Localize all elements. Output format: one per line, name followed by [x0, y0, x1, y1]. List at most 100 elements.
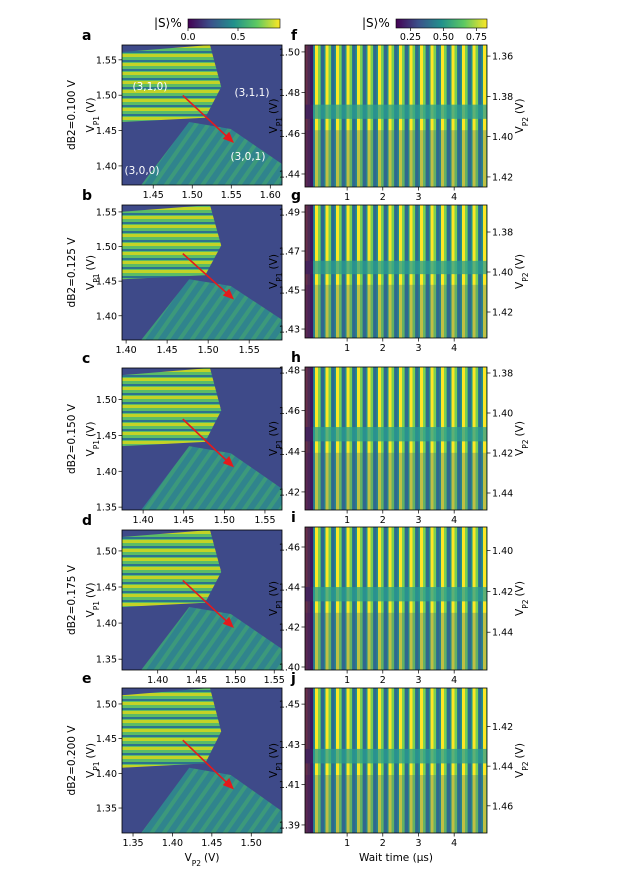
y-tick-label: 1.40	[96, 619, 117, 630]
y-axis-label: VP1 (V)	[268, 743, 284, 778]
y2-axis-label: VP2 (V)	[514, 99, 530, 134]
heatmap-panel	[122, 368, 282, 510]
label-unit: (V)	[85, 583, 97, 598]
heatmap-panel	[122, 688, 282, 833]
panel-label: a	[82, 28, 91, 44]
axes-frame	[304, 44, 488, 188]
y2-tick-label: 1.40	[492, 268, 513, 279]
y2-tick-label: 1.38	[492, 92, 513, 103]
y-tick-label: 1.40	[96, 311, 117, 322]
y-tick-label: 1.40	[96, 467, 117, 478]
label-symbol: V	[268, 125, 280, 133]
y-axis-label: VP1 (V)	[85, 743, 101, 778]
arrow-head	[222, 288, 234, 300]
y-axis-label: VP1 (V)	[268, 581, 284, 616]
y-tick-label: 1.46	[279, 543, 300, 554]
y2-axis-label: VP2 (V)	[514, 254, 530, 289]
x-tick-label: 1.40	[116, 345, 137, 356]
condition-label: dB2=0.100 V	[66, 79, 78, 150]
panel-label: d	[82, 513, 92, 529]
label-unit: (V)	[268, 99, 280, 114]
x-tick-label: 1.50	[198, 345, 219, 356]
x-tick-label: 1.60	[260, 190, 281, 201]
axes-frame	[121, 687, 283, 834]
heatmap-region	[122, 45, 222, 122]
label-symbol: V	[185, 852, 193, 864]
colorbar-label: |S⟩%	[154, 16, 182, 30]
y2-tick-label: 1.44	[492, 628, 513, 639]
y-tick-label: 1.35	[96, 804, 117, 815]
panel-label: j	[290, 671, 296, 687]
y2-tick-label: 1.36	[492, 52, 513, 63]
y-tick-label: 1.40	[96, 161, 117, 172]
x-tick-label: 2	[380, 343, 386, 354]
label-symbol: V	[85, 770, 97, 778]
x-tick-label: 2	[380, 515, 386, 526]
x-tick-label: 4	[451, 343, 457, 354]
y-tick-label: 1.45	[96, 583, 117, 594]
label-subscript: P1	[92, 440, 101, 450]
arrow	[182, 94, 232, 141]
axes-frame	[304, 366, 488, 511]
y-tick-label: 1.41	[279, 780, 300, 791]
x-tick-label: 1.40	[147, 675, 168, 686]
y-tick-label: 1.55	[96, 207, 117, 218]
label-subscript: P2	[521, 761, 530, 771]
arrow	[182, 418, 232, 466]
arrow	[182, 253, 232, 298]
colorbar	[187, 18, 281, 29]
x-tick-label: 1.55	[254, 515, 275, 526]
y2-tick-label: 1.42	[492, 449, 513, 460]
colorbar-tick-label: 0.25	[400, 32, 421, 43]
y2-tick-label: 1.46	[492, 801, 513, 812]
label-subscript: P2	[521, 117, 530, 127]
label-symbol: V	[85, 124, 97, 132]
x-tick-label: 2	[380, 838, 386, 849]
label-symbol: V	[514, 448, 526, 456]
heatmap-band	[305, 260, 487, 275]
y-tick-label: 1.45	[96, 431, 117, 442]
label-unit: (V)	[268, 254, 280, 269]
y-tick-label: 1.45	[96, 734, 117, 745]
label-subscript: P1	[275, 439, 284, 449]
x-tick-label: 2	[380, 675, 386, 686]
heatmap-band	[305, 587, 487, 602]
y2-tick-label: 1.38	[492, 228, 513, 239]
y-tick-label: 1.50	[96, 91, 117, 102]
x-tick-label: 1.55	[221, 190, 242, 201]
label-subscript: P2	[521, 272, 530, 282]
heatmap-band	[305, 427, 487, 442]
heatmap-region	[122, 368, 222, 447]
heatmap-panel	[305, 205, 487, 338]
label-symbol: V	[514, 770, 526, 778]
y-tick-label: 1.48	[279, 88, 300, 99]
y-tick-label: 1.50	[96, 699, 117, 710]
x-tick-label: 3	[415, 675, 421, 686]
y2-tick-label: 1.42	[492, 587, 513, 598]
arrow-head	[222, 616, 234, 628]
colorbar-tick-label: 0.50	[433, 32, 454, 43]
label-subscript: P2	[521, 599, 530, 609]
x-tick-label: 1.35	[122, 838, 143, 849]
heatmap-edge	[305, 45, 313, 187]
condition-label: dB2=0.150 V	[66, 403, 78, 474]
x-axis-label: Wait time (μs)	[359, 852, 433, 864]
label-unit: (V)	[514, 743, 526, 758]
label-unit: (V)	[85, 255, 97, 270]
heatmap-region	[141, 122, 282, 185]
y2-tick-label: 1.44	[492, 762, 513, 773]
y2-tick-label: 1.42	[492, 722, 513, 733]
y-tick-label: 1.43	[279, 325, 300, 336]
x-tick-label: 1.45	[173, 515, 194, 526]
y-axis-label: VP1 (V)	[85, 422, 101, 457]
label-unit: (V)	[268, 743, 280, 758]
axes-frame	[304, 204, 488, 339]
x-tick-label: 1	[344, 675, 350, 686]
arrow-head	[222, 456, 234, 468]
label-symbol: V	[514, 281, 526, 289]
label-subscript: P1	[92, 273, 101, 283]
x-tick-label: 1	[344, 192, 350, 203]
y-axis-label: VP1 (V)	[85, 583, 101, 618]
annotation: (3,0,0)	[125, 165, 160, 177]
heatmap-panel	[305, 527, 487, 670]
